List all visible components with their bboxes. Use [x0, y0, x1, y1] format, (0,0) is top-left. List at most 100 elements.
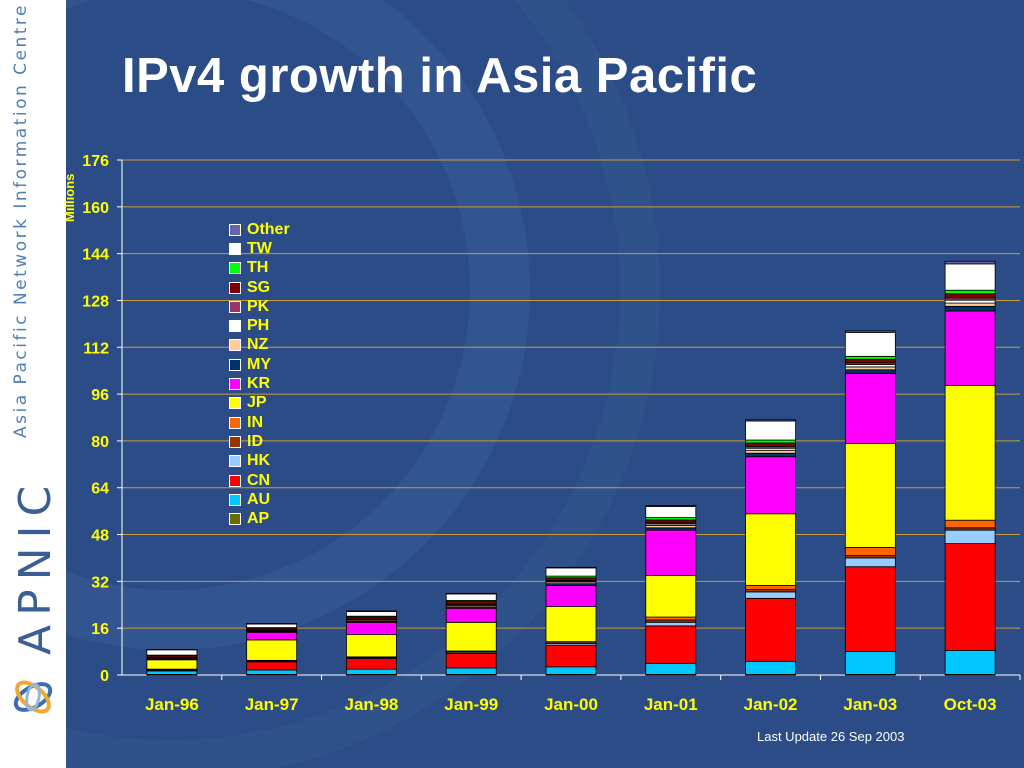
bar-segment-other [944, 260, 996, 265]
bar-segment-my [944, 305, 996, 312]
bar-segment-hk [645, 621, 697, 627]
x-tick-label: Jan-02 [744, 695, 798, 714]
bar-segment-cn [445, 652, 497, 669]
bar-segment-sg [645, 519, 697, 524]
bar-segment-in [944, 519, 996, 529]
y-tick-label: 64 [91, 481, 109, 498]
y-tick-label: 32 [91, 574, 109, 591]
sidebar: Asia Pacific Network Information Centre … [0, 0, 66, 768]
bar-segment-tw [246, 623, 298, 628]
bar-segment-tw [645, 506, 697, 518]
legend-swatch [229, 435, 241, 448]
bar-segment-ph [944, 299, 996, 304]
bar-segment-other [246, 623, 298, 625]
legend-item-other: Other [229, 220, 290, 239]
bar-segment-jp [545, 606, 597, 643]
legend-item-sg: SG [229, 278, 290, 297]
x-tick-label: Jan-99 [444, 695, 498, 714]
bar-segment-jp [346, 634, 397, 658]
bar-segment-hk [844, 557, 896, 568]
legend-item-ap: AP [229, 509, 290, 528]
legend-swatch [229, 513, 241, 526]
apnic-logo-icon [13, 680, 53, 714]
bar-segment-tw [445, 593, 497, 601]
last-update-note: Last Update 26 Sep 2003 [757, 729, 905, 744]
legend-item-ph: PH [229, 316, 290, 335]
bar-segment-kr [445, 607, 497, 623]
bar-segment-jp [146, 659, 198, 670]
legend-label: CN [247, 471, 271, 489]
bar-segment-kr [944, 310, 996, 387]
bar-segment-nz [944, 302, 996, 307]
bar-segment-tw [844, 331, 896, 357]
slide-title: IPv4 growth in Asia Pacific [122, 49, 758, 103]
legend-label: AP [247, 510, 270, 528]
bar-segment-jp [445, 621, 497, 652]
legend-swatch [229, 397, 241, 410]
legend-item-kr: KR [229, 374, 290, 393]
bar-segment-cn [844, 566, 896, 652]
legend-swatch [229, 242, 241, 255]
bar-segment-kr [844, 372, 896, 444]
legend-label: MY [247, 355, 271, 373]
legend-swatch [229, 300, 241, 313]
x-tick-label: Jan-01 [644, 695, 698, 714]
legend-swatch [229, 358, 241, 371]
legend-label: ID [247, 432, 263, 450]
y-tick-label: 176 [82, 153, 109, 170]
x-tick-label: Jan-98 [345, 695, 399, 714]
bar-segment-cn [246, 661, 298, 671]
legend-swatch [229, 223, 241, 236]
y-tick-label: 96 [91, 387, 109, 404]
legend-swatch [229, 339, 241, 352]
legend-item-tw: TW [229, 239, 290, 258]
bar-segment-other [545, 566, 597, 569]
legend-item-my: MY [229, 355, 290, 374]
bar-segment-tw [944, 263, 996, 291]
bar-segment-jp [844, 443, 896, 548]
legend-label: KR [247, 375, 271, 393]
bar-segment-tw [346, 611, 397, 617]
bar-segment-other [346, 610, 397, 612]
bar-segment-in [645, 616, 697, 621]
bar-segment-my [745, 452, 796, 458]
y-tick-label: 112 [83, 340, 109, 357]
legend-item-jp: JP [229, 394, 290, 413]
bar-segment-tw [545, 567, 597, 577]
bar-segment-other [645, 505, 697, 507]
bar-segment-cn [645, 625, 697, 664]
bar-segment-tw [745, 420, 796, 441]
y-tick-label: 128 [82, 293, 109, 310]
bar-segment-au [346, 668, 397, 675]
legend-swatch [229, 281, 241, 294]
bar-segment-other [745, 419, 796, 422]
bar-segment-other [844, 330, 896, 333]
bar-segment-au [445, 667, 497, 675]
bar-segment-th [844, 355, 896, 360]
bar-segment-au [645, 662, 697, 675]
bar-segment-sg [745, 442, 796, 447]
legend-swatch [229, 455, 241, 468]
chart-legend: Other TW TH SG PK PH NZ MY KR JP IN ID HK CN AU AP [229, 220, 290, 529]
bar-segment-nz [745, 449, 796, 454]
x-tick-label: Jan-96 [145, 695, 199, 714]
y-tick-label: 16 [91, 621, 109, 638]
legend-label: Other [247, 220, 290, 238]
bar-segment-hk [745, 591, 796, 599]
bar-segment-cn [346, 658, 397, 670]
bar-segment-th [944, 289, 996, 295]
x-tick-label: Jan-00 [544, 695, 598, 714]
bar-segment-au [944, 650, 996, 675]
legend-label: HK [247, 452, 271, 470]
legend-swatch [229, 474, 241, 487]
bar-segment-au [545, 666, 597, 675]
legend-swatch [229, 320, 241, 333]
bar-segment-my [844, 369, 896, 374]
bar-segment-tw [146, 649, 198, 656]
bar-segment-kr [346, 621, 397, 636]
legend-item-nz: NZ [229, 336, 290, 355]
y-tick-label: 0 [100, 668, 109, 685]
bar-segment-jp [645, 575, 697, 618]
legend-label: AU [247, 490, 271, 508]
bar-segment-cn [745, 597, 796, 662]
